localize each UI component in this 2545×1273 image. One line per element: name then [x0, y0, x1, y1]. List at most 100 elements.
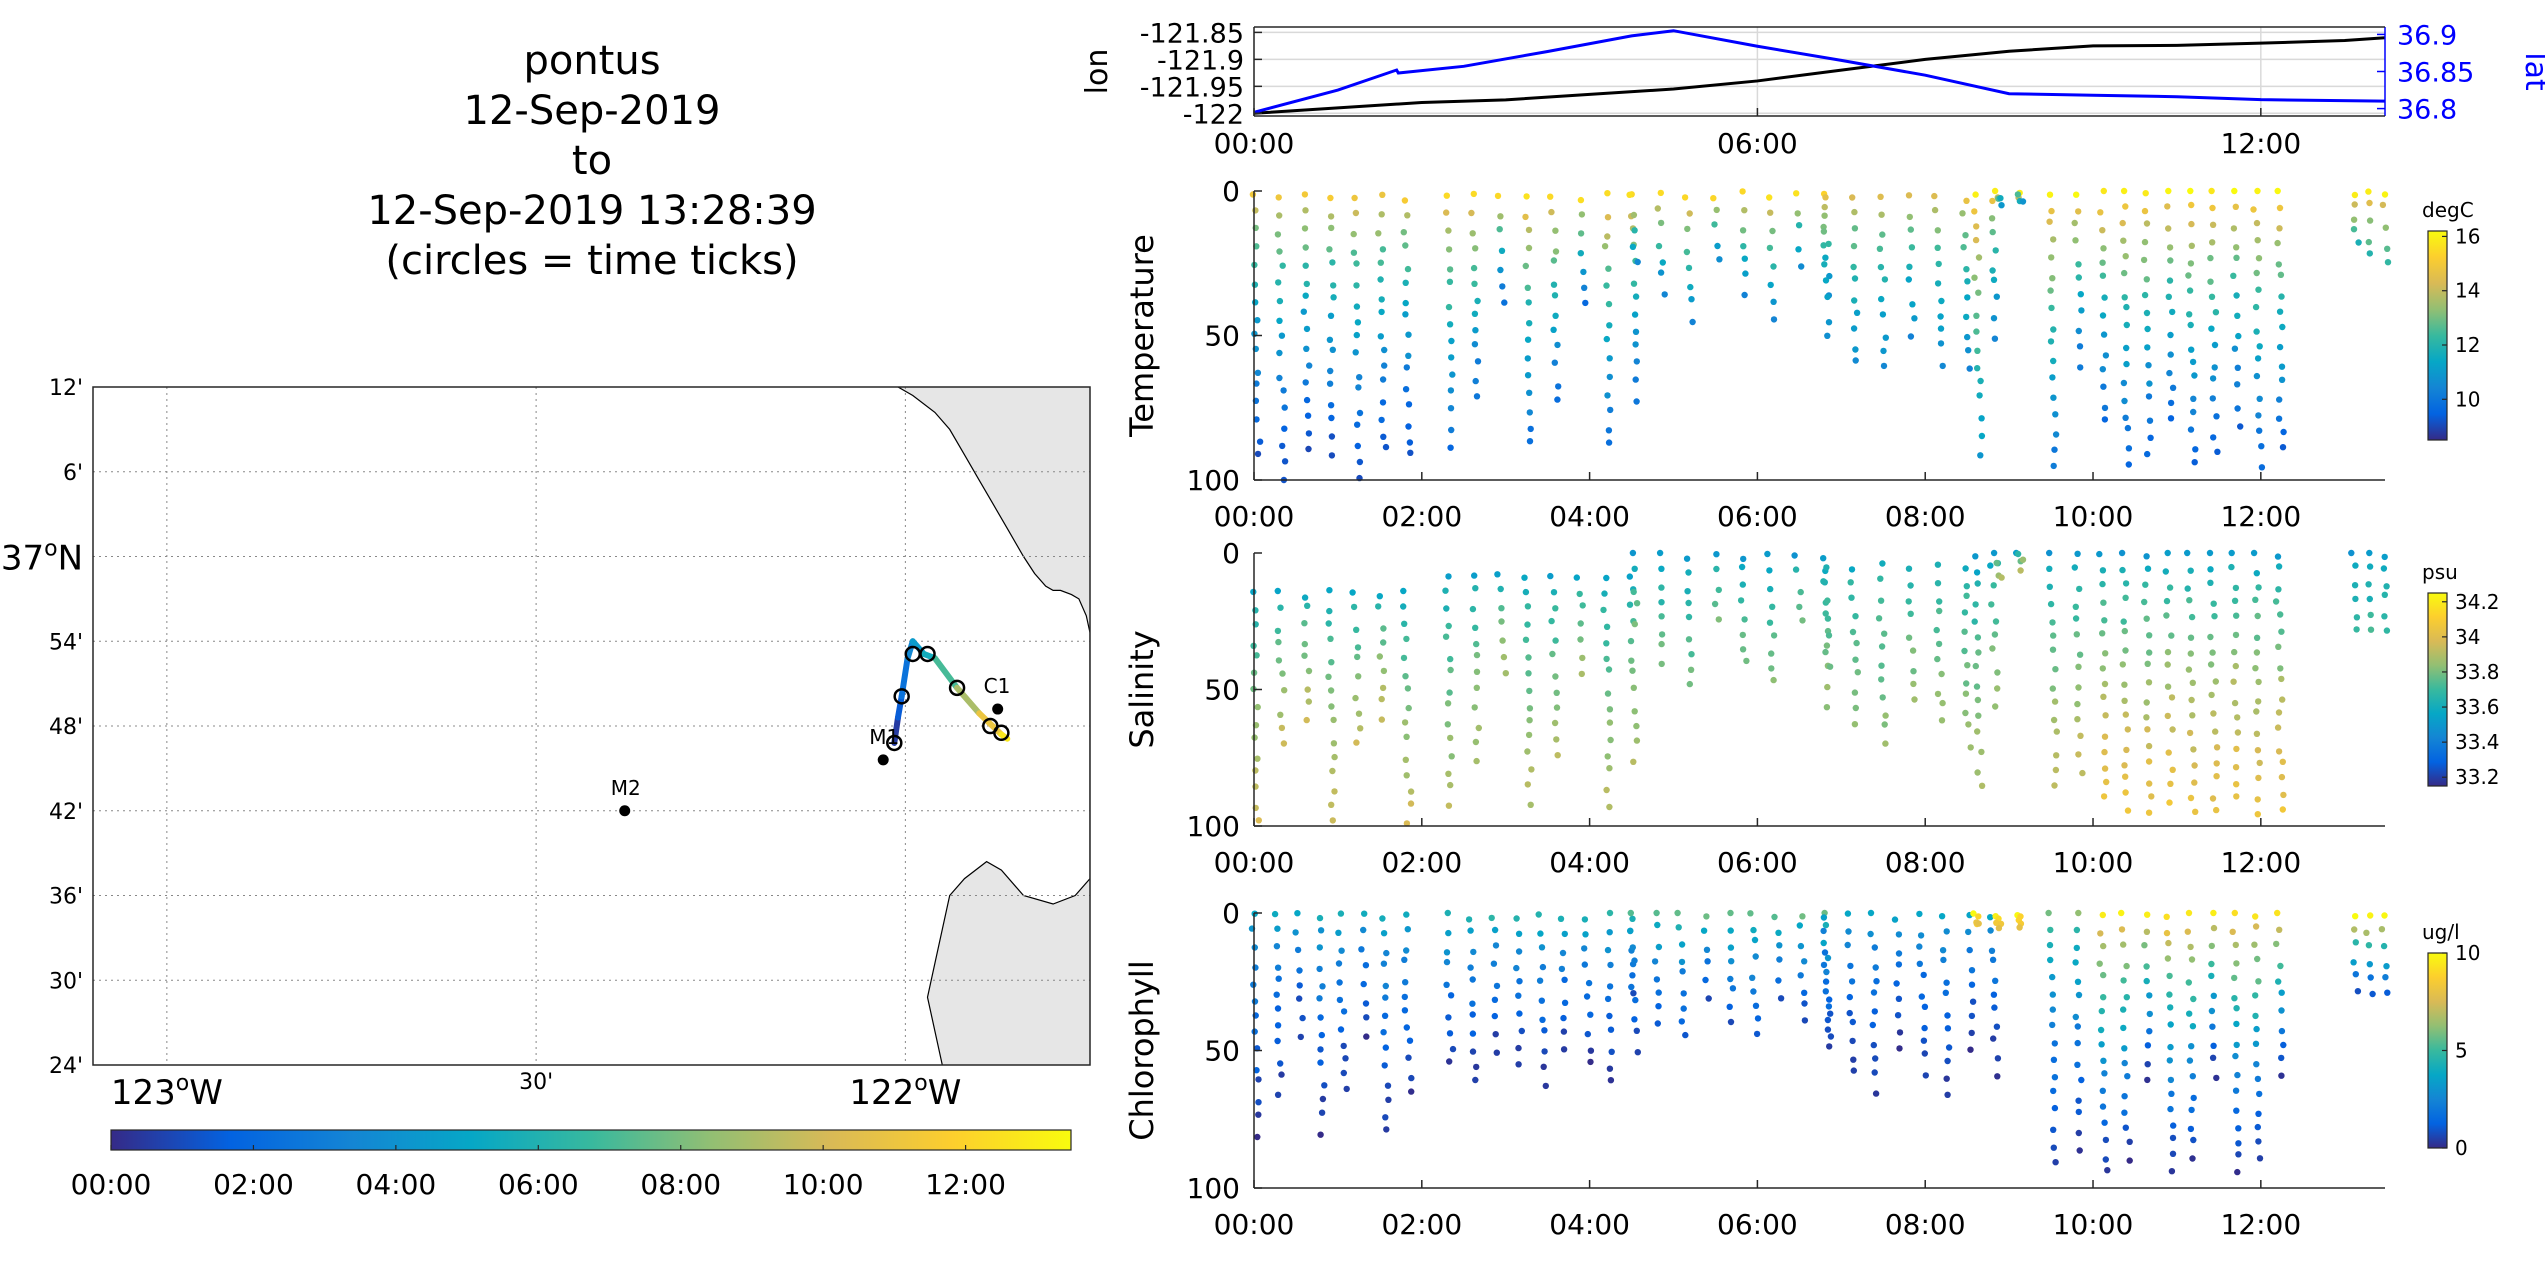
chlorophyll-point — [1822, 921, 1830, 929]
temperature-point — [2350, 216, 2358, 223]
temperature-point — [2252, 303, 2260, 311]
chlorophyll-point — [2121, 1093, 2128, 1100]
salinity-point — [1445, 573, 1452, 580]
temperature-point — [1820, 242, 1827, 249]
temperature-point — [2050, 357, 2057, 365]
temperature-y-tick-label: 100 — [1187, 464, 1240, 497]
chlorophyll-point — [2190, 1136, 2197, 1144]
chlorophyll-point — [1825, 1003, 1833, 1010]
salinity-point — [1826, 663, 1834, 670]
chlorophyll-point — [1319, 983, 1326, 990]
temperature-point — [1605, 439, 1613, 446]
chlorophyll-point — [2102, 1156, 2109, 1163]
chlorophyll-point — [2367, 974, 2374, 981]
temperature-point — [1302, 262, 1309, 269]
salinity-point — [1967, 744, 1974, 751]
salinity-point — [1526, 687, 1533, 695]
salinity-point — [1823, 642, 1831, 649]
temperature-point — [2165, 187, 2172, 195]
salinity-point — [2122, 789, 2129, 796]
salinity-x-tick-label: 02:00 — [1381, 846, 1462, 879]
chlorophyll-point — [1251, 998, 1259, 1005]
chlorophyll-x-tick-label: 02:00 — [1381, 1208, 1462, 1241]
temperature-point — [2019, 198, 2027, 205]
mooring-label: M1 — [869, 725, 899, 749]
chlorophyll-point — [1992, 977, 1999, 984]
temperature-point — [1448, 337, 1455, 345]
salinity-point — [2352, 562, 2359, 569]
chlorophyll-point — [2254, 955, 2261, 963]
salinity-point — [1961, 628, 1968, 635]
temperature-point — [1684, 225, 1691, 233]
salinity-point — [1357, 725, 1364, 732]
chlorophyll-point — [2045, 909, 2052, 917]
salinity-point — [1502, 670, 1510, 677]
temperature-point — [1977, 377, 1984, 385]
chlorophyll-point — [1871, 944, 1879, 951]
chlorophyll-point — [2049, 1021, 2056, 1029]
chlorophyll-point — [1561, 999, 1569, 1006]
chlorophyll-colorbar-tick-label: 10 — [2455, 941, 2480, 965]
salinity-colorbar — [2427, 592, 2448, 787]
chlorophyll-point — [1408, 1088, 1415, 1095]
salinity-point — [1628, 657, 1635, 664]
temperature-point — [2075, 208, 2082, 215]
chlorophyll-point — [2184, 928, 2191, 935]
temperature-point — [1820, 228, 1828, 235]
time-colorbar-tick-label: 00:00 — [71, 1168, 152, 1201]
degree-sup: o — [914, 1071, 927, 1096]
salinity-point — [2163, 597, 2171, 605]
temperature-point — [1375, 230, 1382, 237]
salinity-point — [1522, 636, 1530, 643]
temperature-point — [1766, 194, 1773, 201]
salinity-point — [2381, 591, 2388, 598]
salinity-point — [1445, 622, 1452, 630]
temperature-colorbar-tick-label: 14 — [2455, 279, 2480, 303]
chlorophyll-point — [1255, 1111, 1262, 1118]
temperature-colorbar-tick-label: 12 — [2455, 333, 2480, 357]
chlorophyll-point — [2167, 1004, 2174, 1011]
chlorophyll-point — [1536, 977, 1544, 984]
chlorophyll-point — [2229, 928, 2236, 935]
chlorophyll-point — [1340, 1042, 1347, 1050]
salinity-point — [2210, 600, 2217, 607]
chlorophyll-point — [2277, 962, 2284, 970]
salinity-point — [2145, 758, 2153, 765]
temperature-point — [1554, 341, 1561, 349]
salinity-point — [1402, 756, 1410, 763]
chlorophyll-point — [1727, 1018, 1735, 1026]
chlorophyll-point — [1895, 995, 1903, 1002]
salinity-point — [2367, 626, 2375, 633]
temperature-point — [1405, 331, 1412, 338]
chlorophyll-point — [1584, 1030, 1592, 1038]
chlorophyll-point — [1299, 1014, 1306, 1022]
temperature-point — [1580, 268, 1587, 276]
salinity-point — [1994, 669, 2001, 676]
salinity-point — [1991, 631, 1999, 638]
chlorophyll-point — [1776, 956, 1783, 963]
temperature-point — [1880, 362, 1888, 370]
temperature-point — [2123, 344, 2130, 352]
temperature-point — [2351, 201, 2358, 208]
salinity-point — [1376, 593, 1384, 600]
salinity-point — [2187, 567, 2194, 574]
chlorophyll-point — [2167, 1021, 2174, 1028]
temperature-point — [2231, 187, 2238, 195]
temperature-point — [1852, 357, 1859, 364]
chlorophyll-point — [1472, 1076, 1479, 1084]
temperature-point — [2234, 405, 2241, 412]
chlorophyll-point — [1916, 960, 1924, 967]
temperature-point — [2235, 332, 2242, 340]
chlorophyll-point — [1821, 949, 1829, 956]
chlorophyll-point — [1444, 909, 1452, 917]
temperature-point — [1767, 209, 1774, 216]
chlorophyll-point — [2051, 1040, 2058, 1047]
temperature-point — [1965, 347, 1972, 354]
salinity-point — [1277, 711, 1284, 718]
chlorophyll-point — [1850, 1056, 1857, 1063]
salinity-point — [1301, 652, 1308, 659]
salinity-point — [1905, 565, 1913, 572]
salinity-point — [2077, 732, 2084, 739]
